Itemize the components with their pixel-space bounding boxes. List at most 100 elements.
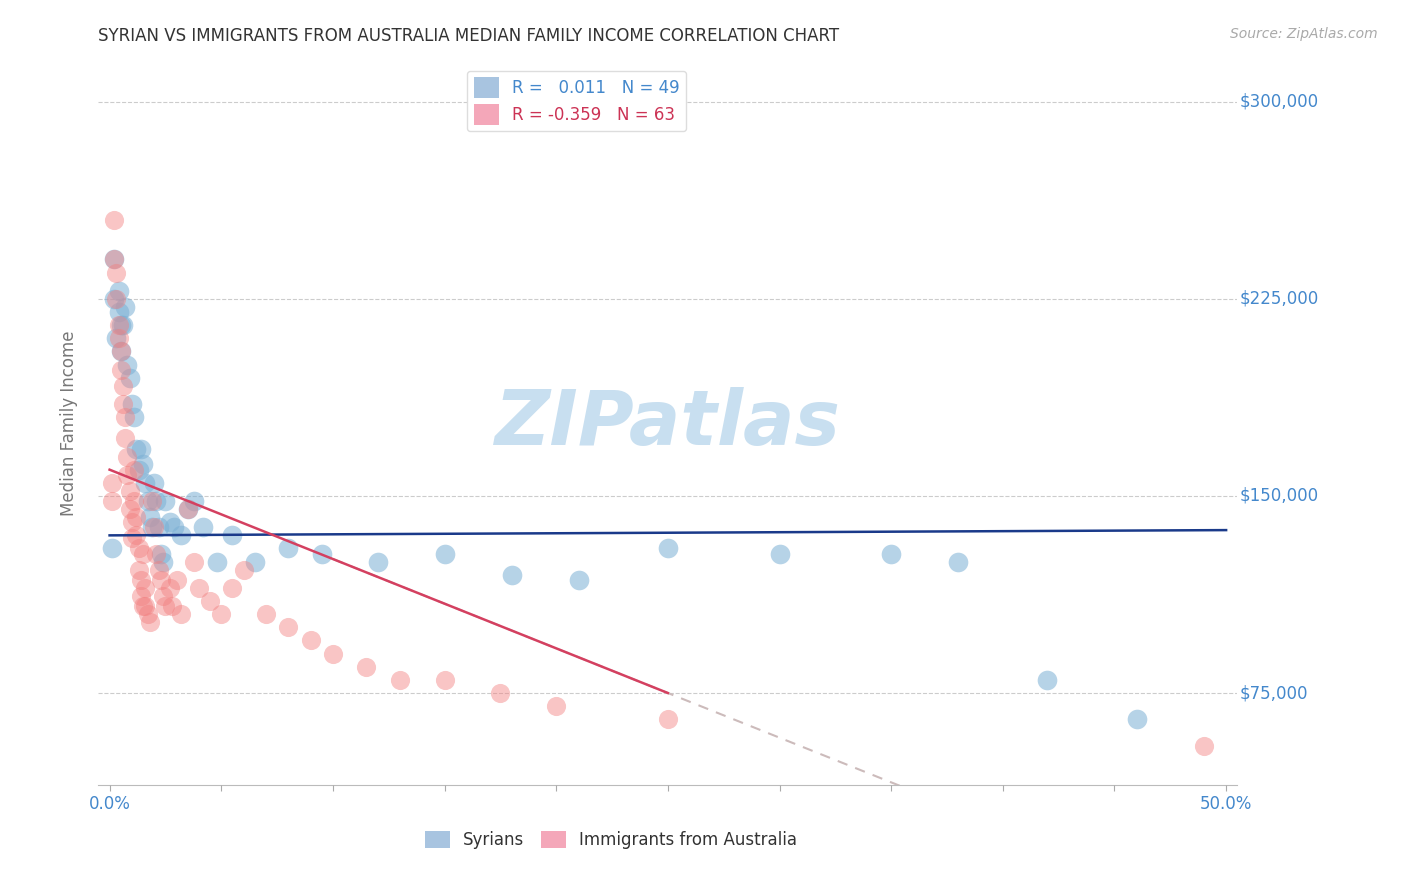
Point <box>125 442 148 456</box>
Point <box>367 555 389 569</box>
Point <box>101 494 124 508</box>
Point <box>1126 712 1149 726</box>
Point <box>136 607 159 622</box>
Point <box>183 555 205 569</box>
Point <box>125 510 148 524</box>
Point <box>299 633 322 648</box>
Point <box>110 344 132 359</box>
Point <box>148 520 170 534</box>
Point <box>117 358 139 372</box>
Point <box>107 284 129 298</box>
Point <box>187 581 209 595</box>
Point <box>125 528 148 542</box>
Point <box>277 541 299 556</box>
Point <box>145 547 167 561</box>
Point <box>489 686 512 700</box>
Point <box>101 475 124 490</box>
Point <box>143 475 166 490</box>
Point <box>139 510 162 524</box>
Point <box>118 483 141 498</box>
Point <box>134 475 156 490</box>
Point <box>141 520 163 534</box>
Point <box>132 458 155 472</box>
Point <box>121 531 143 545</box>
Point <box>501 567 523 582</box>
Point <box>132 599 155 614</box>
Point <box>152 555 174 569</box>
Point <box>103 292 125 306</box>
Point <box>152 589 174 603</box>
Point <box>221 528 243 542</box>
Point <box>114 431 136 445</box>
Point <box>107 305 129 319</box>
Point <box>118 502 141 516</box>
Point <box>198 594 221 608</box>
Text: $75,000: $75,000 <box>1240 684 1308 702</box>
Point <box>768 547 790 561</box>
Point <box>388 673 411 687</box>
Point <box>122 410 145 425</box>
Point <box>143 520 166 534</box>
Point <box>177 502 200 516</box>
Text: $225,000: $225,000 <box>1240 290 1319 308</box>
Point <box>103 213 125 227</box>
Point <box>433 547 456 561</box>
Point <box>145 494 167 508</box>
Point <box>132 547 155 561</box>
Point <box>163 520 186 534</box>
Point <box>110 363 132 377</box>
Point <box>322 647 344 661</box>
Point <box>232 562 254 576</box>
Y-axis label: Median Family Income: Median Family Income <box>59 331 77 516</box>
Point <box>170 528 193 542</box>
Point <box>134 581 156 595</box>
Text: SYRIAN VS IMMIGRANTS FROM AUSTRALIA MEDIAN FAMILY INCOME CORRELATION CHART: SYRIAN VS IMMIGRANTS FROM AUSTRALIA MEDI… <box>98 27 839 45</box>
Point <box>105 266 128 280</box>
Point <box>657 712 679 726</box>
Point <box>567 573 589 587</box>
Point <box>121 515 143 529</box>
Text: Source: ZipAtlas.com: Source: ZipAtlas.com <box>1230 27 1378 41</box>
Point <box>122 463 145 477</box>
Point <box>110 344 132 359</box>
Point <box>101 541 124 556</box>
Point <box>209 607 232 622</box>
Point <box>183 494 205 508</box>
Point <box>433 673 456 687</box>
Text: $150,000: $150,000 <box>1240 487 1319 505</box>
Point <box>121 397 143 411</box>
Text: ZIPatlas: ZIPatlas <box>495 387 841 460</box>
Point <box>136 494 159 508</box>
Point <box>111 397 134 411</box>
Point <box>946 555 969 569</box>
Point <box>129 589 152 603</box>
Point <box>254 607 277 622</box>
Point <box>149 547 172 561</box>
Point <box>111 318 134 333</box>
Point <box>243 555 266 569</box>
Point <box>170 607 193 622</box>
Point <box>149 573 172 587</box>
Point <box>1192 739 1215 753</box>
Point <box>105 292 128 306</box>
Point <box>107 318 129 333</box>
Point <box>128 562 150 576</box>
Point <box>880 547 903 561</box>
Point <box>159 581 181 595</box>
Point <box>155 599 177 614</box>
Point <box>134 599 156 614</box>
Point <box>193 520 215 534</box>
Point <box>155 494 177 508</box>
Point <box>546 699 568 714</box>
Point <box>221 581 243 595</box>
Point <box>159 515 181 529</box>
Point <box>117 467 139 482</box>
Point <box>118 370 141 384</box>
Point <box>166 573 188 587</box>
Point <box>311 547 333 561</box>
Point <box>657 541 679 556</box>
Point <box>128 541 150 556</box>
Point <box>103 252 125 267</box>
Point <box>103 252 125 267</box>
Point <box>356 659 378 673</box>
